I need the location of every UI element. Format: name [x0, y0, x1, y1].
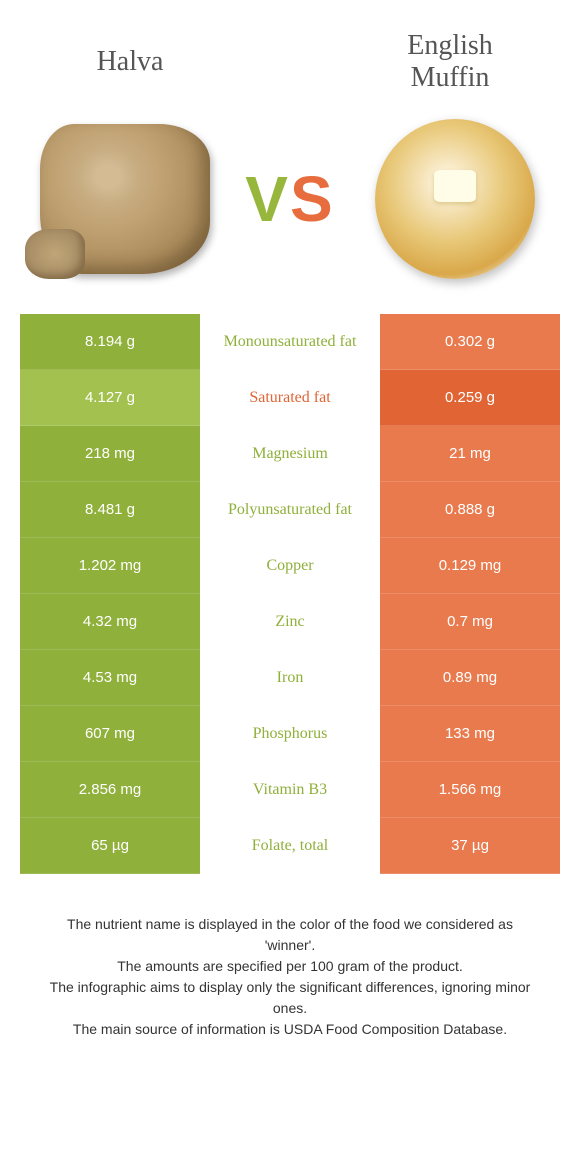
table-row: 607 mgPhosphorus133 mg [20, 706, 560, 762]
table-row: 65 µgFolate, total37 µg [20, 818, 560, 874]
table-row: 8.481 gPolyunsaturated fat0.888 g [20, 482, 560, 538]
value-left: 4.127 g [20, 370, 200, 426]
nutrient-name: Vitamin B3 [200, 762, 380, 818]
nutrient-name: Phosphorus [200, 706, 380, 762]
table-row: 4.53 mgIron0.89 mg [20, 650, 560, 706]
value-right: 0.89 mg [380, 650, 560, 706]
nutrient-name: Polyunsaturated fat [200, 482, 380, 538]
nutrient-name: Zinc [200, 594, 380, 650]
value-right: 21 mg [380, 426, 560, 482]
table-row: 4.32 mgZinc0.7 mg [20, 594, 560, 650]
nutrient-name: Iron [200, 650, 380, 706]
value-left: 218 mg [20, 426, 200, 482]
footer-line: The nutrient name is displayed in the co… [40, 914, 540, 956]
value-right: 1.566 mg [380, 762, 560, 818]
value-right: 0.302 g [380, 314, 560, 370]
value-right: 0.259 g [380, 370, 560, 426]
value-left: 607 mg [20, 706, 200, 762]
food-title-right: English Muffin [350, 30, 550, 94]
nutrient-name: Folate, total [200, 818, 380, 874]
nutrient-name: Saturated fat [200, 370, 380, 426]
muffin-image [365, 114, 545, 284]
table-row: 218 mgMagnesium21 mg [20, 426, 560, 482]
nutrient-table: 8.194 gMonounsaturated fat0.302 g4.127 g… [20, 314, 560, 874]
vs-label: VS [245, 162, 334, 236]
value-right: 0.7 mg [380, 594, 560, 650]
images-row: VS [0, 104, 580, 314]
table-row: 4.127 gSaturated fat0.259 g [20, 370, 560, 426]
value-left: 1.202 mg [20, 538, 200, 594]
value-left: 4.32 mg [20, 594, 200, 650]
value-left: 65 µg [20, 818, 200, 874]
nutrient-name: Copper [200, 538, 380, 594]
value-left: 8.481 g [20, 482, 200, 538]
footer-line: The infographic aims to display only the… [40, 977, 540, 1019]
value-left: 4.53 mg [20, 650, 200, 706]
value-right: 37 µg [380, 818, 560, 874]
footer-line: The main source of information is USDA F… [40, 1019, 540, 1040]
footer-notes: The nutrient name is displayed in the co… [0, 874, 580, 1040]
table-row: 8.194 gMonounsaturated fat0.302 g [20, 314, 560, 370]
nutrient-name: Monounsaturated fat [200, 314, 380, 370]
food-title-left: Halva [30, 46, 230, 78]
table-row: 1.202 mgCopper0.129 mg [20, 538, 560, 594]
halva-image [35, 114, 215, 284]
table-row: 2.856 mgVitamin B31.566 mg [20, 762, 560, 818]
header: Halva English Muffin [0, 0, 580, 104]
value-left: 2.856 mg [20, 762, 200, 818]
nutrient-name: Magnesium [200, 426, 380, 482]
value-left: 8.194 g [20, 314, 200, 370]
value-right: 0.129 mg [380, 538, 560, 594]
footer-line: The amounts are specified per 100 gram o… [40, 956, 540, 977]
value-right: 133 mg [380, 706, 560, 762]
value-right: 0.888 g [380, 482, 560, 538]
